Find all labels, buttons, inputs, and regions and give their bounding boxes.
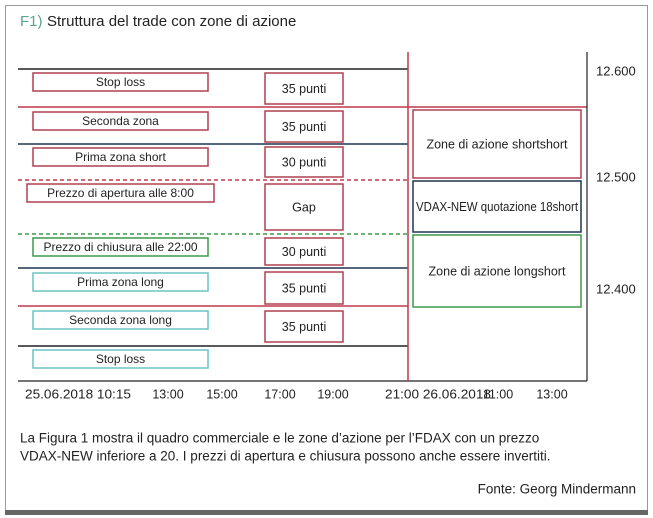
level-label: Stop loss: [96, 75, 145, 89]
points-box: [264, 110, 344, 143]
caption-line: La Figura 1 mostra il quadro commerciale…: [20, 431, 539, 446]
level-label: Prezzo di apertura alle 8:00: [47, 186, 194, 200]
level-box: [32, 147, 209, 167]
time-label: 17:00: [264, 387, 295, 401]
level-box: [32, 272, 209, 292]
points-box: [264, 72, 344, 105]
level-box: [26, 183, 215, 203]
level-label: Prezzo di chiusura alle 22:00: [43, 240, 197, 254]
level-label: Seconda zona: [82, 114, 159, 128]
price-label: 12.600: [596, 63, 636, 78]
points-box: [264, 310, 344, 343]
level-label: Seconda zona long: [69, 313, 172, 327]
zone-label: Zone di azione shortshort: [426, 137, 568, 151]
level-box: [32, 237, 209, 257]
time-label: 11:00: [483, 387, 513, 401]
caption-line: VDAX-NEW inferiore a 20. I prezzi di ape…: [20, 449, 551, 464]
points-box: [264, 271, 344, 305]
points-label: 30 punti: [282, 155, 326, 169]
zone-label: Zone di azione longshort: [429, 264, 566, 278]
level-label: Prima zona short: [75, 150, 166, 164]
level-box: [32, 111, 209, 131]
points-label: 35 punti: [282, 82, 326, 96]
zone-box: [412, 109, 582, 179]
points-box: [264, 183, 344, 231]
points-label: Gap: [292, 200, 316, 214]
time-label: 25.06.2018 10:15: [25, 387, 131, 401]
time-label: 19:00: [317, 387, 348, 401]
zone-label: VDAX-NEW quotazione 18short: [416, 200, 578, 214]
points-box: [264, 146, 344, 178]
time-label: 13:00: [152, 387, 183, 401]
points-label: 35 punti: [282, 320, 326, 334]
bottom-bar: [5, 510, 648, 515]
points-label: 30 punti: [282, 245, 326, 259]
price-label: 12.500: [596, 169, 636, 184]
level-box: [32, 310, 209, 330]
points-box: [264, 237, 344, 266]
level-box: [32, 72, 209, 92]
time-label: 13:00: [536, 387, 567, 401]
points-label: 35 punti: [282, 281, 326, 295]
time-label: 21:00 26.06.2018: [385, 387, 491, 401]
source: Fonte: Georg Mindermann: [478, 482, 636, 497]
level-label: Prima zona long: [77, 275, 164, 289]
price-label: 12.400: [596, 281, 636, 296]
figure-title: Struttura del trade con zone di azione: [47, 13, 296, 30]
zone-box: [412, 180, 582, 233]
level-label: Stop loss: [96, 352, 145, 366]
figure-label: F1): [20, 13, 43, 30]
level-box: [32, 349, 209, 369]
time-label: 15:00: [206, 387, 237, 401]
zone-box: [412, 234, 582, 308]
points-label: 35 punti: [282, 120, 326, 134]
